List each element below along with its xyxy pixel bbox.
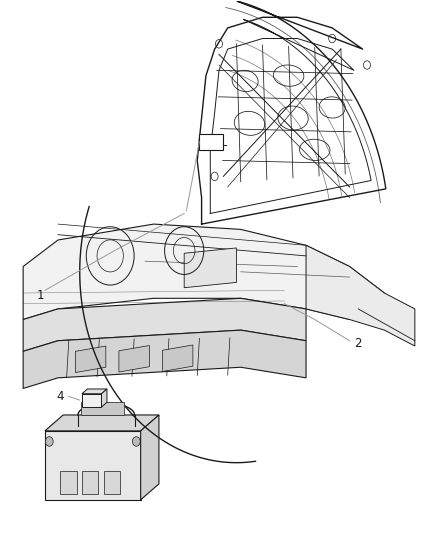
Text: 4: 4 <box>57 390 64 403</box>
Polygon shape <box>23 298 306 351</box>
Polygon shape <box>82 471 99 495</box>
Polygon shape <box>82 394 102 407</box>
Polygon shape <box>82 389 107 394</box>
Polygon shape <box>81 402 124 415</box>
Polygon shape <box>23 224 385 319</box>
Polygon shape <box>60 471 77 495</box>
Polygon shape <box>23 330 306 389</box>
Polygon shape <box>184 248 237 288</box>
Polygon shape <box>102 389 107 407</box>
Polygon shape <box>119 345 149 372</box>
Polygon shape <box>45 431 141 500</box>
Polygon shape <box>306 245 415 346</box>
Text: 2: 2 <box>354 337 362 350</box>
Polygon shape <box>141 415 159 500</box>
Polygon shape <box>162 345 193 372</box>
Text: 1: 1 <box>37 289 44 302</box>
Polygon shape <box>75 346 106 373</box>
Polygon shape <box>199 134 223 150</box>
Polygon shape <box>45 415 159 431</box>
Polygon shape <box>104 471 120 495</box>
Circle shape <box>132 437 140 446</box>
Circle shape <box>46 437 53 446</box>
